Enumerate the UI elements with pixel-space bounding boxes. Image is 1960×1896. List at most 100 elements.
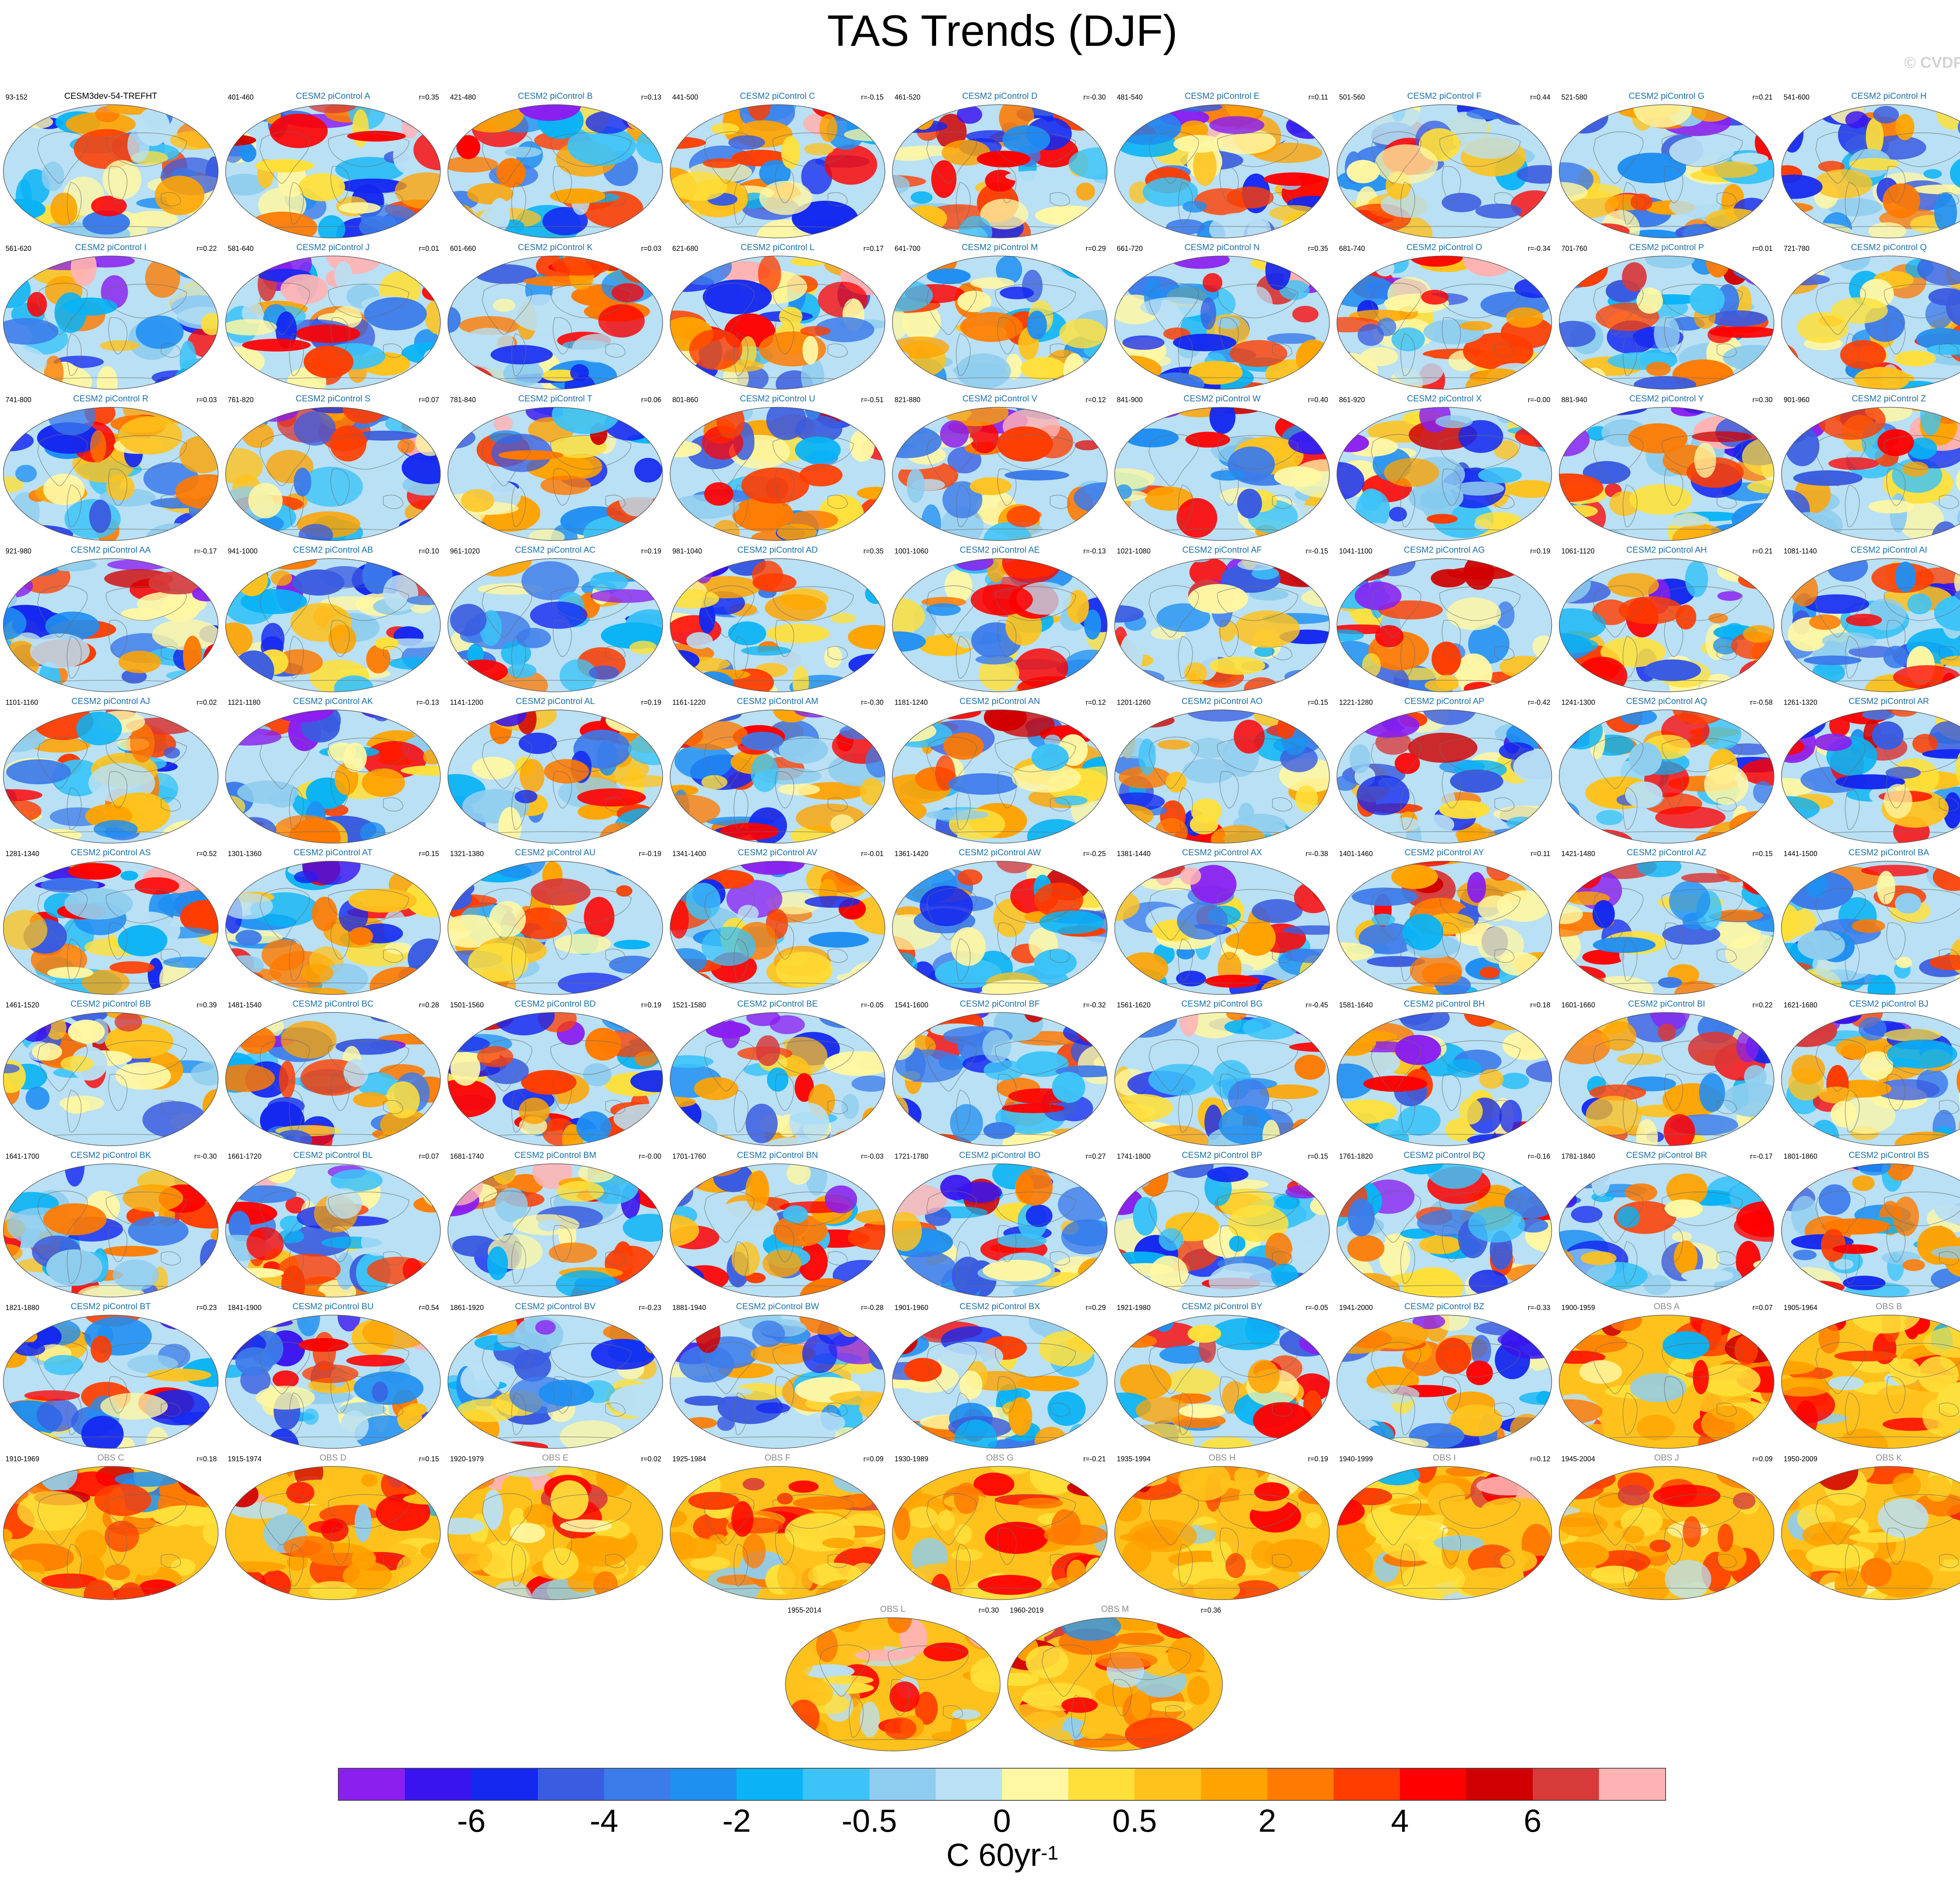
map-panel: 621-680 CESM2 piControl L r=0.17: [667, 242, 888, 392]
map-panel: 1161-1220 CESM2 piControl AM r=-0.30: [667, 696, 888, 846]
map-panel: 641-700 CESM2 piControl M r=0.29: [889, 242, 1111, 392]
panel-pattern-correlation: r=-0.03: [861, 1152, 884, 1160]
panel-pattern-correlation: r=0.52: [196, 850, 217, 858]
panel-pattern-correlation: r=0.19: [1308, 1455, 1328, 1463]
map-panel: 1321-1380 CESM2 piControl AU r=-0.19: [445, 847, 666, 997]
map-panel: 1001-1060 CESM2 piControl AE r=-0.13: [889, 545, 1111, 695]
map-panel: 1841-1900 CESM2 piControl BU r=0.54: [222, 1301, 444, 1451]
map-panel: 1661-1720 CESM2 piControl BL r=0.07: [222, 1150, 444, 1300]
trend-map: [225, 709, 441, 844]
panel-years: 1950-2009: [1784, 1455, 1818, 1463]
panel-years: 1861-1920: [450, 1304, 484, 1312]
map-panel: 801-860 CESM2 piControl U r=-0.51: [667, 394, 888, 543]
panel-title: CESM2 piControl BD: [515, 999, 596, 1009]
panel-title: CESM3dev-54-TREFHT: [64, 91, 158, 101]
trend-map: [892, 1163, 1108, 1297]
trend-map: [1114, 1012, 1330, 1146]
panel-title: CESM2 piControl S: [296, 394, 370, 403]
trend-map: [225, 558, 441, 692]
trend-map: [3, 709, 219, 844]
panel-pattern-correlation: r=-0.30: [1083, 93, 1106, 101]
panel-pattern-correlation: r=-0.58: [1750, 699, 1773, 706]
trend-map: [1336, 861, 1552, 995]
map-panel: 841-900 CESM2 piControl W r=0.40: [1111, 394, 1333, 543]
map-panel: 601-660 CESM2 piControl K r=0.03: [445, 242, 666, 392]
panel-title: OBS H: [1209, 1453, 1236, 1462]
panel-pattern-correlation: r=0.01: [1752, 245, 1773, 252]
map-panel: 1741-1800 CESM2 piControl BP r=0.15: [1111, 1150, 1333, 1300]
panel-pattern-correlation: r=-0.34: [1528, 245, 1550, 252]
map-panel: 1940-1999 OBS I r=0.12: [1334, 1453, 1555, 1602]
trend-map: [447, 709, 663, 844]
map-panel: 1941-2000 CESM2 piControl BZ r=-0.33: [1334, 1301, 1555, 1451]
panel-pattern-correlation: r=0.12: [1085, 396, 1106, 404]
trend-map: [3, 256, 219, 390]
panel-pattern-correlation: r=0.15: [419, 1455, 439, 1463]
panel-years: 1935-1994: [1117, 1455, 1151, 1463]
panel-title: CESM2 piControl BV: [515, 1301, 596, 1311]
panel-title: CESM2 piControl AA: [71, 545, 151, 555]
panel-years: 1901-1960: [895, 1304, 929, 1312]
colorbar-swatch: [1002, 1769, 1069, 1800]
map-panel: 1925-1984 OBS F r=0.09: [667, 1453, 888, 1602]
trend-map: [892, 1012, 1108, 1146]
panel-years: 1905-1964: [1784, 1304, 1818, 1312]
colorbar-tick-label: 4: [1391, 1803, 1409, 1839]
trend-map: [1114, 709, 1330, 844]
panel-pattern-correlation: r=0.54: [419, 1304, 439, 1312]
panel-title: CESM2 piControl A: [296, 91, 370, 101]
map-panel: 1301-1360 CESM2 piControl AT r=0.15: [222, 847, 444, 997]
panel-title: CESM2 piControl BX: [959, 1301, 1040, 1311]
colorbar: [338, 1768, 1666, 1801]
map-panel: 741-800 CESM2 piControl R r=0.03: [0, 394, 221, 543]
panel-title: OBS E: [542, 1453, 569, 1462]
panel-years: 761-820: [228, 396, 254, 404]
panel-title: CESM2 piControl BC: [292, 999, 374, 1009]
panel-title: CESM2 piControl J: [296, 242, 370, 252]
panel-title: CESM2 piControl AE: [960, 545, 1040, 555]
colorbar-tick-label: 0.5: [1112, 1803, 1157, 1839]
colorbar-swatch: [1201, 1769, 1267, 1800]
trend-map: [225, 1466, 441, 1600]
panel-years: 1561-1620: [1117, 1001, 1151, 1009]
panel-years: 1821-1880: [5, 1304, 40, 1312]
panel-pattern-correlation: r=0.29: [1085, 245, 1106, 252]
panel-years: 1661-1720: [228, 1152, 262, 1160]
panel-title: CESM2 piControl BB: [70, 999, 151, 1009]
panel-pattern-correlation: r=0.22: [1752, 1001, 1773, 1009]
trend-map: [1559, 1315, 1775, 1449]
panel-title: CESM2 piControl AM: [737, 696, 818, 706]
trend-map: [785, 1617, 1001, 1751]
panel-title: CESM2 piControl O: [1406, 242, 1483, 252]
panel-title: OBS C: [97, 1453, 124, 1462]
panel-years: 1141-1200: [450, 699, 483, 706]
panel-pattern-correlation: r=0.15: [419, 850, 439, 858]
trend-map: [1559, 1012, 1775, 1146]
panel-title: CESM2 piControl AJ: [71, 696, 150, 706]
panel-pattern-correlation: r=-0.45: [1305, 1001, 1328, 1009]
map-panel: 861-920 CESM2 piControl X r=-0.00: [1334, 394, 1555, 543]
panel-pattern-correlation: r=0.15: [1752, 850, 1773, 858]
trend-map: [3, 558, 219, 692]
panel-years: 841-900: [1117, 396, 1143, 404]
trend-map: [1114, 256, 1330, 390]
map-panel: 1601-1660 CESM2 piControl BI r=0.22: [1556, 999, 1777, 1148]
panel-years: 1920-1979: [450, 1455, 484, 1463]
panel-title: CESM2 piControl BM: [514, 1150, 597, 1160]
panel-title: CESM2 piControl N: [1184, 242, 1260, 252]
panel-pattern-correlation: r=-0.01: [861, 850, 884, 858]
trend-map: [447, 558, 663, 692]
panel-title: CESM2 piControl Z: [1851, 394, 1926, 403]
panel-pattern-correlation: r=-0.13: [416, 699, 439, 706]
panel-pattern-correlation: r=-0.30: [861, 699, 884, 706]
panel-pattern-correlation: r=-0.15: [1305, 547, 1328, 555]
panel-years: 621-680: [672, 245, 699, 252]
panel-pattern-correlation: r=0.30: [1752, 396, 1773, 404]
map-panel: 1930-1989 OBS G r=-0.21: [889, 1453, 1111, 1602]
panel-title: CESM2 piControl L: [740, 242, 815, 252]
map-panel: 1701-1760 CESM2 piControl BN r=-0.03: [667, 1150, 888, 1300]
panel-title: CESM2 piControl BS: [1848, 1150, 1929, 1160]
colorbar-swatch: [1267, 1769, 1334, 1800]
panel-title: CESM2 piControl AU: [515, 847, 596, 857]
trend-map: [892, 1315, 1108, 1449]
